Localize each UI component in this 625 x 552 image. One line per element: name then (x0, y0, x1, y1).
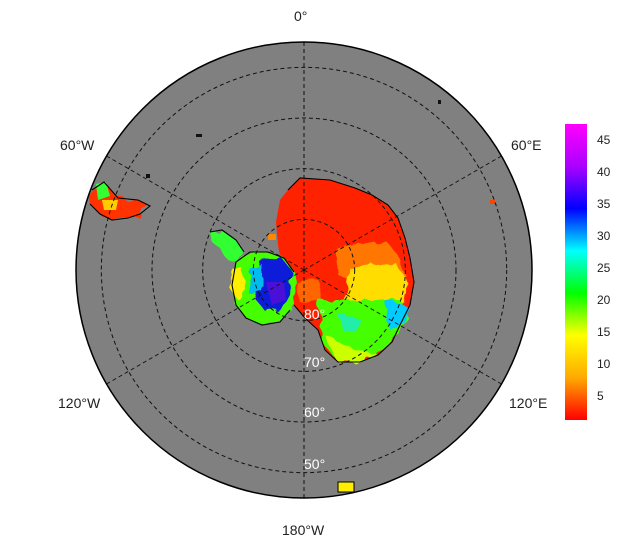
lon-label-120e: 120°E (509, 395, 548, 411)
colorbar-tick-30: 30 (597, 229, 611, 243)
island-south-sandwich (146, 174, 150, 178)
east-antarctica-cyan-patch (340, 315, 360, 332)
lat-label-50: 50° (304, 456, 326, 472)
colorbar-tick-15: 15 (597, 325, 611, 339)
colorbar-tick-5: 5 (597, 389, 604, 403)
lon-label-60e: 60°E (511, 137, 542, 153)
lat-label-80: 80° (304, 306, 326, 322)
island-new-zealand (337, 481, 355, 493)
west-antarctica-coastline (231, 251, 295, 326)
map-boundary (75, 41, 533, 499)
meridian-60 (303, 155, 502, 271)
dome-orange-spot (296, 280, 322, 302)
lon-label-120w: 120°W (58, 395, 101, 411)
east-antarctica-yellow-margin (325, 335, 378, 362)
colorbar (565, 124, 587, 420)
colorbar-tick-25: 25 (597, 261, 611, 275)
island-heard (438, 100, 441, 104)
colorbar-tick-40: 40 (597, 165, 611, 179)
island-kerguelen (490, 200, 495, 204)
latitude-circle-60 (151, 117, 457, 423)
meridian-240 (106, 269, 305, 385)
colorbar-tick-10: 10 (597, 357, 611, 371)
east-antarctica-yellow-zone (345, 262, 410, 312)
island-south-georgia (196, 134, 202, 137)
west-antarctica-purple-core (266, 282, 286, 305)
lat-label-60: 60° (304, 404, 326, 420)
east-antarctica-coastline (287, 177, 415, 363)
south-america-coastline (89, 181, 152, 221)
meridian-300 (106, 155, 305, 271)
lon-label-180w: 180°W (282, 522, 325, 538)
south-america-green-strip (96, 182, 110, 200)
colorbar-gradient (565, 124, 587, 420)
island-bouvet (268, 234, 276, 240)
lon-label-60w: 60°W (60, 137, 95, 153)
lon-label-0: 0° (294, 8, 308, 24)
colorbar-tick-45: 45 (597, 133, 611, 147)
antarctic-peninsula (210, 230, 244, 262)
west-antarctica-cyan-edge (250, 264, 262, 295)
latitude-circle-50 (100, 66, 508, 474)
south-america-yellow-strip (102, 200, 118, 210)
east-antarctica-cyan-coast (385, 300, 408, 330)
meridian-120 (303, 269, 502, 385)
colorbar-tick-20: 20 (597, 293, 611, 307)
colorbar-tick-35: 35 (597, 197, 611, 211)
peninsula-coastline (209, 229, 245, 253)
lat-label-70: 70° (304, 354, 326, 370)
